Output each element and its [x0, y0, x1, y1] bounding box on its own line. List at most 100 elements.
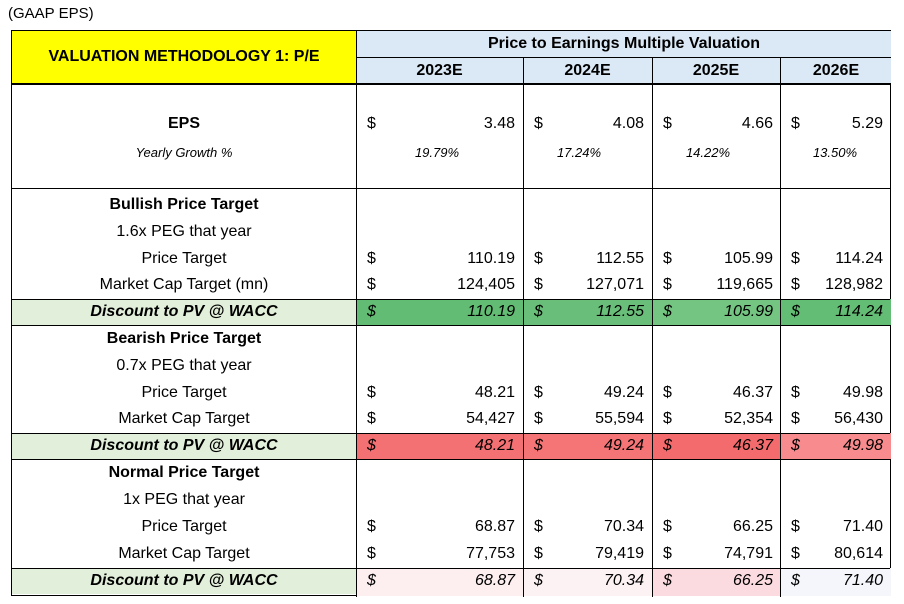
normal-mcap-2024: 79,419: [595, 545, 644, 562]
currency-symbol: $: [534, 384, 543, 401]
bearish-title: Bearish Price Target: [106, 330, 262, 347]
growth-2024: 17.24%: [556, 145, 602, 160]
bullish-mcap-label: Market Cap Target (mn): [99, 276, 269, 293]
bearish-mcap-2023: 54,427: [466, 410, 515, 427]
year-header-row: [357, 58, 891, 83]
currency-symbol: $: [367, 572, 376, 589]
bullish-mcap-2023: 124,405: [457, 276, 515, 293]
currency-symbol: $: [367, 545, 376, 562]
bearish-fill-2025: [653, 433, 780, 459]
divider: [523, 58, 524, 597]
normal-fill-2023: [357, 568, 523, 596]
divider: [12, 568, 890, 569]
group-title: Price to Earnings Multiple Valuation: [357, 31, 891, 57]
year-header-2026: 2026E: [812, 61, 860, 79]
divider: [356, 31, 357, 597]
normal-discount-2023: 68.87: [474, 572, 515, 589]
normal-price-2026: 71.40: [842, 518, 883, 535]
currency-symbol: $: [534, 410, 543, 427]
normal-mcap-label: Market Cap Target: [118, 545, 250, 562]
currency-symbol: $: [663, 437, 672, 454]
year-header-2023: 2023E: [416, 61, 463, 79]
bearish-discount-2024: 49.24: [603, 437, 644, 454]
bearish-discount-2023: 48.21: [474, 437, 515, 454]
normal-discount-2025: 66.25: [732, 572, 773, 589]
bearish-price-2023: 48.21: [474, 384, 515, 401]
growth-2025: 14.22%: [685, 145, 731, 160]
normal-fill-2025: [653, 568, 780, 596]
currency-symbol: $: [663, 303, 672, 320]
bearish-fill-2023: [357, 433, 523, 459]
currency-symbol: $: [663, 410, 672, 427]
growth-2023: 19.79%: [414, 145, 460, 160]
normal-discount-label: Discount to PV @ WACC: [90, 572, 278, 589]
currency-symbol: $: [663, 276, 672, 293]
bearish-discount-2026: 49.98: [842, 437, 883, 454]
bullish-title: Bullish Price Target: [109, 196, 259, 213]
bullish-fill-2023: [357, 299, 523, 325]
currency-symbol: $: [367, 250, 376, 267]
normal-mcap-2025: 74,791: [724, 545, 773, 562]
currency-symbol: $: [663, 572, 672, 589]
currency-symbol: $: [534, 250, 543, 267]
currency-symbol: $: [791, 303, 800, 320]
divider: [652, 58, 653, 597]
bullish-price-label: Price Target: [141, 250, 227, 267]
currency-symbol: $: [367, 303, 376, 320]
yearly-growth-label: Yearly Growth %: [135, 145, 233, 160]
currency-symbol: $: [791, 384, 800, 401]
bullish-price-2026: 114.24: [835, 250, 883, 267]
normal-peg-label: 1x PEG that year: [123, 491, 245, 508]
eps-2024: 4.08: [612, 115, 644, 132]
currency-symbol: $: [367, 410, 376, 427]
divider: [12, 299, 890, 300]
table-note: (GAAP EPS): [8, 5, 94, 22]
methodology-title: VALUATION METHODOLOGY 1: P/E: [12, 31, 356, 83]
currency-symbol: $: [791, 518, 800, 535]
bullish-fill-2026: [781, 299, 891, 325]
currency-symbol: $: [534, 572, 543, 589]
bullish-discount-2024: 112.55: [596, 303, 644, 320]
normal-price-2024: 70.34: [603, 518, 644, 535]
bearish-price-label: Price Target: [141, 384, 227, 401]
divider: [356, 57, 890, 58]
eps-2026: 5.29: [851, 115, 883, 132]
bullish-discount-label: Discount to PV @ WACC: [90, 303, 278, 320]
divider: [12, 188, 890, 189]
bullish-discount-2025: 105.99: [724, 303, 773, 320]
bullish-mcap-2026: 128,982: [825, 276, 883, 293]
bullish-fill-2024: [524, 299, 652, 325]
currency-symbol: $: [663, 545, 672, 562]
normal-price-label: Price Target: [141, 518, 227, 535]
growth-2026: 13.50%: [812, 145, 858, 160]
year-header-2025: 2025E: [692, 61, 740, 79]
bearish-price-2026: 49.98: [842, 384, 883, 401]
currency-symbol: $: [663, 518, 672, 535]
bullish-discount-2023: 110.19: [467, 303, 515, 320]
currency-symbol: $: [367, 518, 376, 535]
bearish-price-2024: 49.24: [603, 384, 644, 401]
currency-symbol: $: [791, 545, 800, 562]
currency-symbol: $: [791, 276, 800, 293]
bullish-mcap-2024: 127,071: [586, 276, 644, 293]
currency-symbol: $: [791, 250, 800, 267]
normal-price-2023: 68.87: [474, 518, 515, 535]
normal-mcap-2023: 77,753: [466, 545, 515, 562]
bullish-price-2024: 112.55: [596, 250, 644, 267]
currency-symbol: $: [663, 384, 672, 401]
normal-price-2025: 66.25: [732, 518, 773, 535]
normal-fill-2026: [781, 568, 891, 596]
bearish-discount-label: Discount to PV @ WACC: [90, 437, 278, 454]
bearish-mcap-label: Market Cap Target: [118, 410, 250, 427]
bullish-fill-2025: [653, 299, 780, 325]
currency-symbol: $: [791, 572, 800, 589]
currency-symbol: $: [534, 276, 543, 293]
currency-symbol: $: [791, 410, 800, 427]
currency-symbol: $: [367, 115, 376, 132]
divider: [12, 459, 890, 460]
eps-label: EPS: [167, 115, 200, 132]
currency-symbol: $: [534, 303, 543, 320]
bearish-fill-2024: [524, 433, 652, 459]
currency-symbol: $: [367, 384, 376, 401]
bearish-price-2025: 46.37: [732, 384, 773, 401]
